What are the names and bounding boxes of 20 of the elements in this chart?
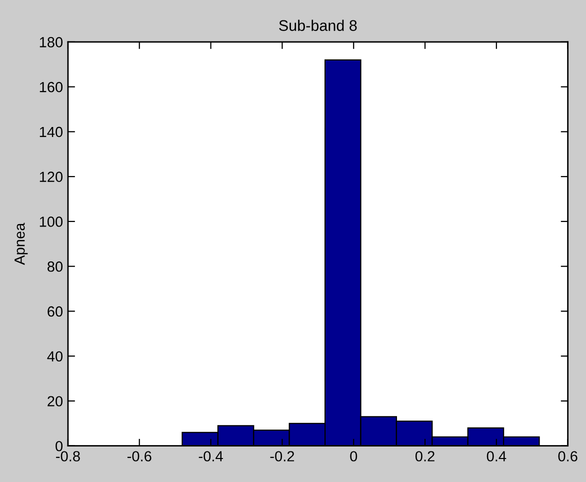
x-tick-label: -0.6 [127,451,152,462]
y-tick-label: 40 [47,351,63,362]
y-axis-title: Apnea [14,222,28,265]
chart-title: Sub-band 8 [279,20,357,31]
y-tick-label: 100 [40,216,63,227]
x-tick-label: 0.2 [415,451,434,462]
x-tick-label: 0.4 [486,451,506,462]
x-tick-label: 0.6 [558,451,578,462]
y-tick-label: 60 [48,306,63,317]
y-tick-label: 20 [48,396,63,406]
y-tick-label: 0 [56,440,63,452]
y-tick-label: 180 [40,37,63,48]
y-tick-label: 120 [40,172,63,182]
x-tick-label: -0.8 [56,451,80,462]
x-tick-label: -0.2 [270,451,294,462]
y-tick-label: 80 [48,261,63,272]
y-tick-label: 140 [40,126,63,138]
y-tick-label: 160 [40,82,63,92]
x-tick-label: 0 [350,451,358,462]
x-tick-label: -0.4 [198,451,223,462]
